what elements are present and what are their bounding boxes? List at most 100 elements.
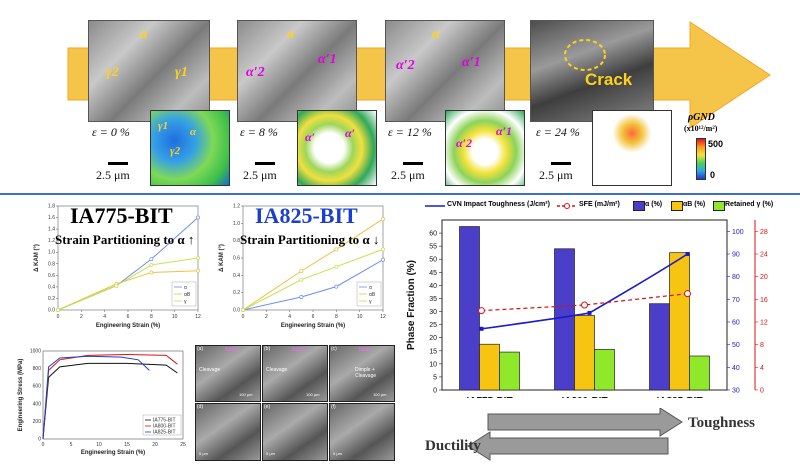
alpha-bar: [459, 226, 480, 391]
scale-text: 2.5 μm: [96, 168, 130, 182]
phase-label: α: [287, 27, 295, 42]
category-label: IA800-BIT: [561, 396, 607, 398]
y2-tick-label: 90: [732, 252, 740, 259]
y-tick-label: 55: [429, 244, 437, 251]
y2-tick-label: 50: [732, 342, 740, 349]
y3-tick-label: 12: [760, 320, 768, 327]
y-tick-label: 400: [33, 401, 42, 407]
series-line: [242, 248, 384, 311]
ebsd-label: α′2: [456, 136, 473, 150]
y-tick-label: 0.2: [48, 296, 55, 302]
sfe-point: [581, 301, 588, 309]
legend-label: αB: [184, 292, 191, 298]
ebsd-label: γ1: [158, 120, 169, 132]
gamma-bar: [689, 355, 710, 391]
phase-label: α′1: [318, 52, 337, 67]
scale-text: 5 μm: [199, 451, 208, 456]
alpha-bar: [649, 303, 670, 391]
phase-label: γ2: [106, 65, 119, 80]
series-line: [57, 270, 199, 311]
y2-tick-label: 100: [732, 229, 744, 236]
phase-label: α′2: [246, 65, 265, 80]
data-point: [381, 247, 385, 252]
x-tick-label: 10: [96, 442, 102, 448]
phase-label: γ1: [175, 65, 188, 80]
y-tick-label: 0.4: [48, 284, 55, 290]
x-tick-label: 15: [124, 442, 130, 448]
y-tick-label: 0.2: [233, 290, 240, 296]
y-axis-label: Phase Fraction (%): [406, 260, 417, 350]
y-tick-label: 200: [33, 419, 42, 425]
gamma-bar: [499, 351, 520, 391]
y-tick-label: 20: [429, 335, 437, 342]
x-tick-label: 6: [127, 314, 130, 320]
x-tick-label: 0: [242, 314, 245, 320]
cvn-point: [479, 326, 484, 331]
data-point: [56, 308, 60, 312]
y-tick-label: 1.4: [48, 227, 55, 233]
series-line: [242, 259, 384, 311]
scale-text: 100 μm: [239, 392, 253, 397]
y-tick-label: 10: [429, 361, 437, 368]
strain-label: ε = 12 %: [388, 125, 432, 139]
data-point: [149, 262, 154, 267]
x-tick-label: 2: [80, 314, 83, 320]
series-line: [242, 218, 384, 311]
x-tick-label: 25: [180, 442, 186, 448]
y-tick-label: 50: [429, 257, 437, 264]
ebsd-label: γ2: [170, 145, 181, 157]
legend-alpha: α (%): [645, 201, 663, 208]
y-tick-label: 0.8: [48, 261, 55, 267]
colorbar-min: 0: [710, 170, 716, 180]
fracture-mode-label: Dimple + Cleavage: [355, 367, 377, 379]
y-axis-label: Δ KAM (°): [219, 244, 225, 272]
x-tick-label: 12: [195, 314, 201, 320]
panel-id: (f): [331, 404, 336, 410]
gamma-legend-swatch: [713, 201, 725, 211]
scale-bar: [255, 162, 275, 165]
y-tick-label: 15: [429, 348, 437, 355]
fracture-mode-label: Cleavage: [199, 367, 221, 373]
legend-label: γ: [184, 299, 187, 305]
ebsd-label: α′: [345, 126, 356, 140]
y3-tick-label: 20: [760, 274, 768, 281]
data-point: [149, 270, 154, 275]
y-tick-label: 45: [429, 270, 437, 277]
y-tick-label: 1.8: [48, 204, 55, 210]
crack-label: Crack: [585, 70, 633, 89]
y-tick-label: 30: [429, 309, 437, 316]
data-point: [334, 284, 339, 289]
y3-tick-label: 0: [760, 388, 764, 395]
y3-tick-label: 4: [760, 365, 764, 372]
data-point: [299, 277, 304, 282]
kam-chart-ia775: 0.0 0.2 0.4 0.6 0.8 1.0 1.2 1.4 1.6 1.8 0 2 4 6 8 10 12 E…: [34, 204, 201, 330]
panel-id: (d): [197, 404, 204, 410]
legend-gamma: Retained γ (%): [725, 201, 774, 208]
scale-text: 100 μm: [373, 392, 387, 397]
kam-chart-title: IA825-BIT: [255, 203, 358, 228]
alphab-bar: [669, 252, 690, 391]
sem-image-24pct: [530, 20, 654, 122]
notch-tag: Notch: [225, 347, 239, 353]
sfe-legend-icon: [557, 203, 577, 209]
ebsd-label: α′1: [496, 124, 513, 138]
series-line: [57, 257, 199, 311]
y-tick-label: 1.0: [233, 221, 240, 227]
colorbar-max: 500: [708, 139, 724, 149]
y-tick-label: 0.8: [233, 238, 240, 244]
y-tick-label: 0.6: [233, 256, 240, 262]
data-point: [334, 264, 339, 269]
data-point: [114, 283, 119, 288]
crack-circle-icon: [564, 39, 606, 71]
y-tick-label: 0: [433, 388, 437, 395]
kam-chart-subtitle: Strain Partitioning to α ↑: [55, 232, 195, 247]
scale-text: 2.5 μm: [243, 168, 277, 182]
scale-text: 5 μm: [266, 451, 275, 456]
sem-image-12pct: [385, 20, 505, 122]
data-point: [241, 308, 245, 312]
alpha-bar: [554, 248, 575, 391]
fractograph-grid: (a) (b) (c) (d) (e) (f) Notch Notch Notc…: [195, 345, 395, 461]
sfe-point: [478, 307, 485, 315]
toughness-label: Toughness: [688, 415, 755, 431]
series-line: [42, 362, 178, 440]
